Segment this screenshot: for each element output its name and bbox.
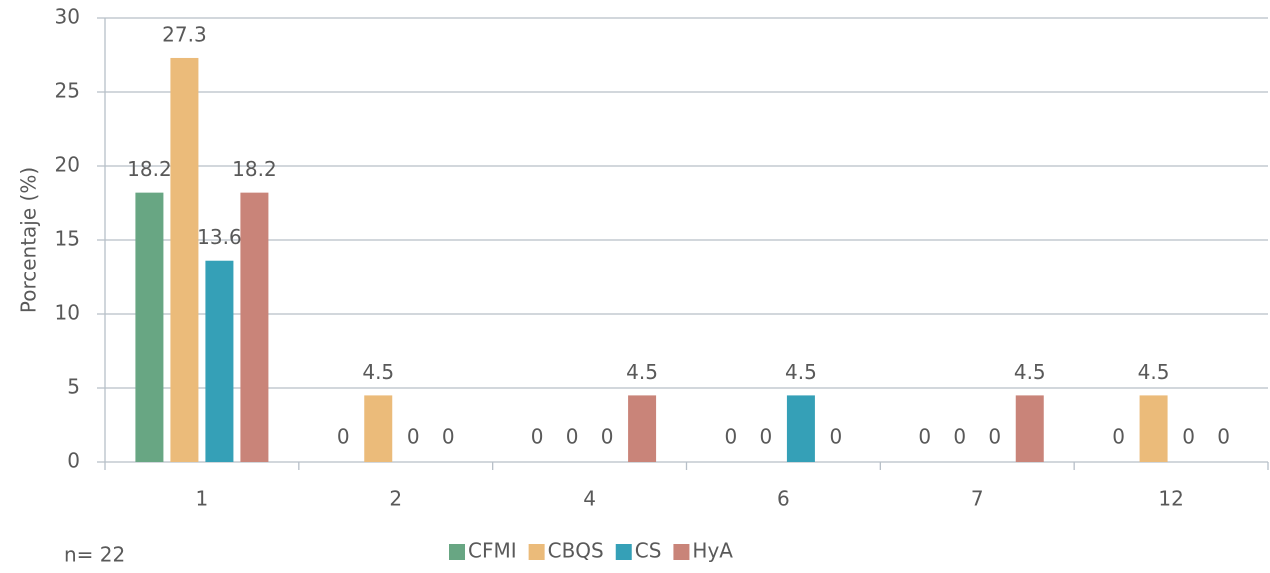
data-label: 4.5	[626, 360, 658, 384]
legend-label: CFMI	[468, 539, 517, 563]
bar	[628, 395, 657, 462]
bar	[135, 192, 164, 462]
x-tick-label: 1	[196, 487, 209, 511]
y-tick-label: 25	[55, 79, 80, 103]
data-label: 4.5	[1014, 360, 1046, 384]
legend-label: CBQS	[548, 539, 604, 563]
data-label: 4.5	[362, 360, 394, 384]
data-label: 18.2	[127, 157, 172, 181]
data-label: 4.5	[785, 360, 817, 384]
data-label: 0	[337, 425, 350, 449]
data-label: 0	[1112, 425, 1125, 449]
data-label: 0	[601, 425, 614, 449]
bar	[364, 395, 393, 462]
y-tick-label: 15	[55, 227, 80, 251]
x-tick-label: 2	[389, 487, 402, 511]
data-label: 18.2	[232, 157, 277, 181]
data-label: 13.6	[197, 225, 242, 249]
y-tick-label: 5	[67, 375, 80, 399]
legend-label: HyA	[692, 539, 733, 563]
bar	[205, 260, 234, 462]
data-label: 0	[442, 425, 455, 449]
data-label: 0	[953, 425, 966, 449]
data-label: 0	[407, 425, 420, 449]
data-label: 0	[1182, 425, 1195, 449]
legend-swatch	[449, 544, 465, 560]
data-label: 0	[830, 425, 843, 449]
data-label: 0	[988, 425, 1001, 449]
data-label: 4.5	[1138, 360, 1170, 384]
legend-label: CS	[635, 539, 662, 563]
bar	[1139, 395, 1168, 462]
bar	[170, 57, 199, 463]
y-tick-label: 0	[67, 449, 80, 473]
x-tick-label: 6	[777, 487, 790, 511]
annotation: n= 22	[64, 543, 125, 567]
data-label: 0	[531, 425, 544, 449]
x-tick-label: 12	[1158, 487, 1183, 511]
data-label: 0	[918, 425, 931, 449]
legend-swatch	[615, 544, 632, 560]
data-label: 27.3	[162, 22, 207, 46]
data-label: 0	[760, 425, 773, 449]
bar	[240, 192, 269, 462]
data-label: 0	[566, 425, 579, 449]
y-tick-label: 10	[55, 301, 80, 325]
legend-swatch	[673, 544, 690, 560]
y-tick-label: 20	[55, 153, 80, 177]
bar	[1015, 395, 1044, 462]
data-label: 0	[725, 425, 738, 449]
bar	[786, 395, 815, 462]
x-tick-label: 4	[583, 487, 596, 511]
y-tick-label: 30	[55, 5, 80, 29]
x-tick-label: 7	[971, 487, 984, 511]
legend-swatch	[528, 544, 545, 560]
y-axis-label: Porcentaje (%)	[17, 167, 41, 313]
data-label: 0	[1217, 425, 1230, 449]
